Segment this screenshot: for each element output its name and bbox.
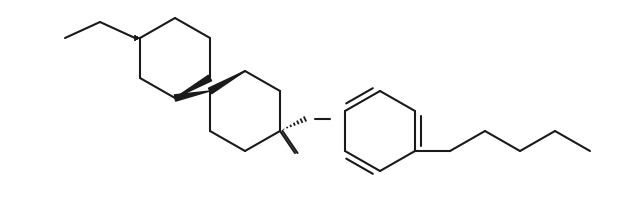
Polygon shape bbox=[175, 75, 212, 98]
Polygon shape bbox=[175, 91, 210, 101]
Polygon shape bbox=[209, 71, 245, 94]
